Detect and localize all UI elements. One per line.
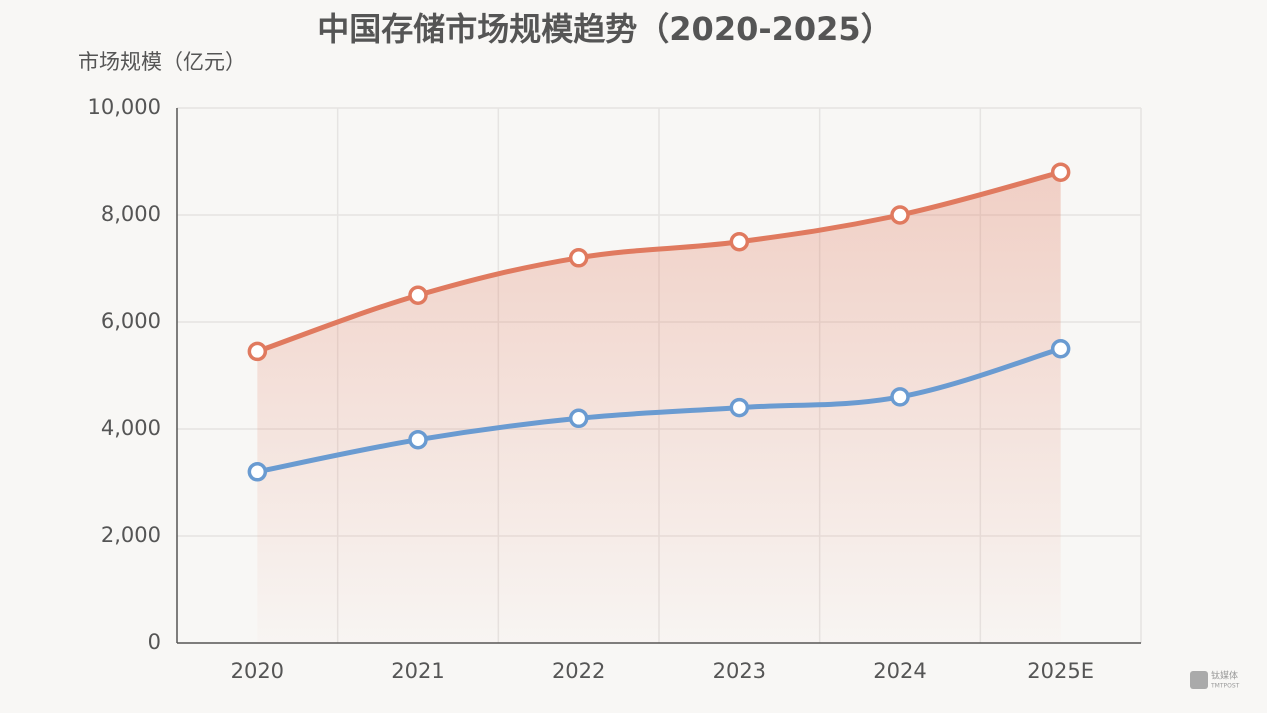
watermark: 钛媒体 bbox=[1211, 670, 1238, 682]
y-tick-label: 0 bbox=[148, 630, 161, 654]
point bbox=[890, 205, 910, 225]
line bbox=[256, 346, 1062, 475]
x-tick-label: 2021 bbox=[391, 659, 444, 683]
x-tick-label: 2024 bbox=[873, 659, 926, 683]
y-tick-label: 10,000 bbox=[88, 95, 161, 119]
x-tick-label: 2020 bbox=[231, 659, 284, 683]
point bbox=[890, 387, 910, 407]
point bbox=[729, 397, 750, 418]
chart-title: 中国存储市场规模趋势（2020-2025） bbox=[317, 10, 892, 48]
watermark-logo bbox=[1190, 671, 1208, 689]
point bbox=[1050, 339, 1071, 359]
point bbox=[247, 341, 268, 362]
x-tick-label: 2022 bbox=[552, 659, 605, 683]
point bbox=[408, 429, 428, 450]
y-tick-label: 2,000 bbox=[101, 523, 161, 547]
point bbox=[729, 232, 750, 252]
x-tick-label: 2023 bbox=[713, 659, 766, 683]
watermark: TMTPOST bbox=[1210, 683, 1240, 690]
line bbox=[256, 169, 1062, 354]
y-tick-label: 8,000 bbox=[101, 202, 161, 226]
y-tick-label: 6,000 bbox=[101, 309, 161, 333]
point bbox=[247, 462, 268, 482]
point bbox=[1050, 162, 1071, 182]
x-tick-label: 2025E bbox=[1027, 659, 1094, 683]
y-axis-label: 市场规模（亿元） bbox=[78, 50, 246, 74]
point bbox=[568, 408, 589, 429]
point bbox=[568, 248, 589, 268]
y-tick-label: 4,000 bbox=[101, 416, 161, 440]
area bbox=[257, 172, 1061, 643]
point bbox=[408, 285, 428, 305]
